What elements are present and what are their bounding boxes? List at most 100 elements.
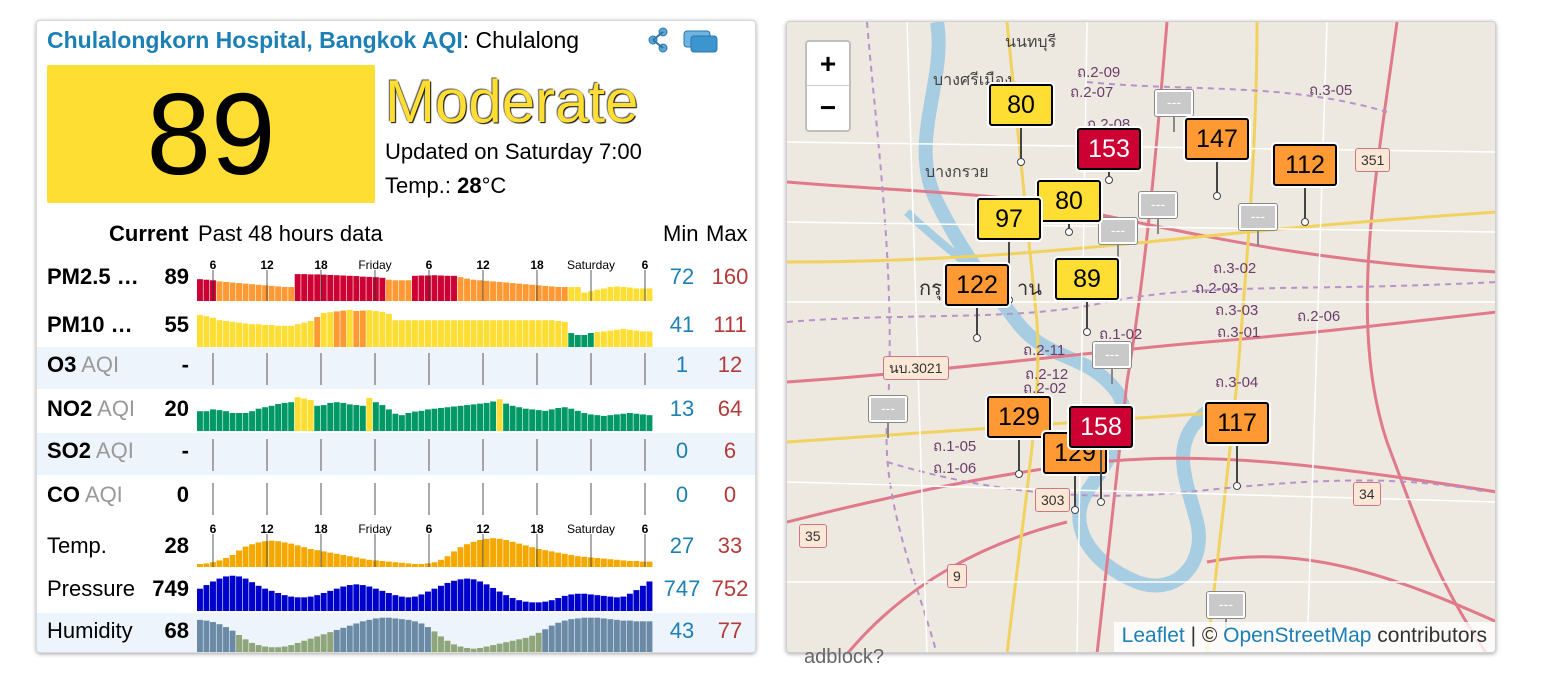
sparkline-bar bbox=[529, 409, 536, 431]
row-co[interactable]: CO AQI 0 0 0 bbox=[37, 477, 755, 519]
sparkline-bar bbox=[626, 620, 633, 652]
sparkline-bar bbox=[522, 408, 529, 431]
sparkline-no2[interactable] bbox=[197, 391, 653, 433]
sparkline-bar bbox=[490, 645, 497, 652]
leaflet-link[interactable]: Leaflet bbox=[1121, 624, 1185, 647]
sparkline-bar bbox=[581, 617, 588, 652]
sparkline-bar bbox=[314, 405, 321, 431]
sparkline-bar bbox=[203, 620, 210, 652]
sparkline-bar bbox=[425, 563, 431, 567]
nodata-marker[interactable]: --- bbox=[1155, 90, 1193, 116]
max-value: 33 bbox=[717, 533, 743, 558]
sparkline-bar bbox=[529, 602, 536, 611]
sparkline-bar bbox=[438, 559, 444, 567]
sparkline-bar bbox=[366, 397, 373, 431]
station-link[interactable]: Chulalongkorn Hospital, Bangkok AQI bbox=[47, 27, 463, 53]
sparkline-bar bbox=[418, 320, 425, 349]
row-pm25[interactable]: PM2.5 … 89 72 160 6 12 18 Friday 6 12 18 Saturday 6 bbox=[37, 257, 755, 303]
sparkline-bar bbox=[568, 408, 575, 431]
row-no2[interactable]: NO2 AQI 20 13 64 bbox=[37, 391, 755, 433]
sparkline-bar bbox=[307, 274, 314, 301]
sparkline-pm25[interactable]: 6 12 18 Friday 6 12 18 Saturday 6 bbox=[197, 257, 653, 303]
min-value: 1 bbox=[675, 352, 689, 377]
sparkline-so2[interactable] bbox=[197, 433, 653, 475]
pollutant-name: O3 AQI bbox=[47, 352, 119, 378]
station-title: Chulalongkorn Hospital, Bangkok AQI: Chu… bbox=[47, 27, 579, 54]
sparkline-bar bbox=[503, 320, 510, 349]
row-so2[interactable]: SO2 AQI - 0 6 bbox=[37, 433, 755, 475]
sparkline-bar bbox=[385, 593, 392, 611]
sparkline-bar bbox=[490, 587, 497, 611]
sparkline-bar bbox=[503, 642, 510, 652]
sparkline-o3[interactable] bbox=[197, 347, 653, 389]
sparkline-pm10[interactable] bbox=[197, 305, 653, 351]
sparkline-bar bbox=[327, 590, 334, 611]
nodata-marker-stem bbox=[1257, 230, 1259, 246]
sparkline-bar bbox=[483, 646, 490, 652]
sparkline-bar bbox=[255, 324, 262, 349]
sparkline-bar bbox=[340, 586, 347, 611]
current-value: 0 bbox=[176, 482, 189, 507]
sparkline-bar bbox=[626, 593, 633, 611]
openstreetmap-link[interactable]: OpenStreetMap bbox=[1223, 624, 1372, 647]
nodata-marker[interactable]: --- bbox=[869, 396, 907, 422]
sparkline-bar bbox=[281, 325, 288, 349]
sparkline-bar bbox=[457, 579, 464, 611]
sparkline-bar bbox=[392, 413, 399, 431]
map-tiles[interactable] bbox=[787, 22, 1496, 653]
sparkline-bar bbox=[555, 287, 562, 301]
sparkline-bar bbox=[346, 275, 353, 301]
marker-aqi-value: 129 bbox=[987, 396, 1051, 438]
marker-aqi-value: 80 bbox=[989, 84, 1053, 126]
map-panel[interactable]: นนทบุรี บางศรีเมือง บางกรวย กรุ าน ถ.2-09 ถ.2-… bbox=[786, 21, 1496, 653]
road-shield: 35 bbox=[799, 524, 827, 548]
sparkline-bar bbox=[288, 287, 295, 301]
zoom-in-button[interactable]: + bbox=[807, 42, 849, 86]
row-o3[interactable]: O3 AQI - 1 12 bbox=[37, 347, 755, 389]
sparkline-bar bbox=[457, 320, 464, 349]
sparkline-bar bbox=[431, 275, 438, 301]
row-humidity[interactable]: Humidity 68 43 77 bbox=[37, 613, 755, 653]
sparkline-bar bbox=[496, 538, 503, 567]
sparkline-bar bbox=[379, 617, 386, 652]
sparkline-co[interactable] bbox=[197, 477, 653, 519]
sparkline-bar bbox=[594, 558, 601, 567]
sparkline-bar bbox=[320, 551, 327, 567]
nodata-marker[interactable]: --- bbox=[1093, 342, 1131, 368]
sparkline-bar bbox=[268, 325, 275, 349]
row-temp[interactable]: Temp. 28 27 33 6 12 18 Friday 6 12 18 Saturday 6 bbox=[37, 521, 755, 569]
sparkline-bar bbox=[411, 621, 418, 652]
row-pressure[interactable]: Pressure 749 747 752 bbox=[37, 571, 755, 613]
sparkline-bar bbox=[223, 558, 229, 567]
nodata-marker[interactable]: --- bbox=[1207, 592, 1245, 618]
sparkline-temp[interactable]: 6 12 18 Friday 6 12 18 Saturday 6 bbox=[197, 521, 653, 569]
row-pm10[interactable]: PM10 … 55 41 111 bbox=[37, 305, 755, 351]
marker-stem bbox=[1008, 240, 1010, 300]
nodata-marker[interactable]: --- bbox=[1099, 218, 1137, 244]
marker-stem bbox=[1068, 222, 1070, 232]
sparkline-bar bbox=[529, 284, 536, 301]
zoom-out-button[interactable]: − bbox=[819, 92, 837, 123]
sparkline-bar bbox=[418, 275, 425, 301]
nodata-marker[interactable]: --- bbox=[1239, 204, 1277, 230]
sparkline-bar bbox=[294, 597, 301, 611]
sparkline-bar bbox=[288, 645, 295, 652]
sparkline-bar bbox=[568, 555, 575, 567]
nodata-marker[interactable]: --- bbox=[1139, 192, 1177, 218]
sparkline-bar bbox=[418, 410, 425, 431]
sparkline-bar bbox=[496, 399, 503, 431]
sparkline-bar bbox=[340, 275, 347, 301]
sparkline-bar bbox=[281, 646, 288, 652]
max-value: 111 bbox=[713, 312, 747, 337]
sparkline-bar bbox=[262, 285, 269, 301]
current-value: 20 bbox=[164, 396, 189, 421]
sparkline-pressure[interactable] bbox=[197, 571, 653, 613]
temp-label: Temp.: bbox=[385, 173, 458, 198]
sparkline-bar bbox=[561, 620, 568, 652]
sparkline-bar bbox=[372, 277, 379, 301]
sparkline-bar bbox=[639, 288, 646, 301]
sparkline-humidity[interactable] bbox=[197, 613, 653, 653]
share-icon[interactable] bbox=[645, 26, 673, 54]
widget-icon[interactable] bbox=[683, 29, 719, 53]
aqi-card: Chulalongkorn Hospital, Bangkok AQI: Chu… bbox=[36, 20, 756, 653]
